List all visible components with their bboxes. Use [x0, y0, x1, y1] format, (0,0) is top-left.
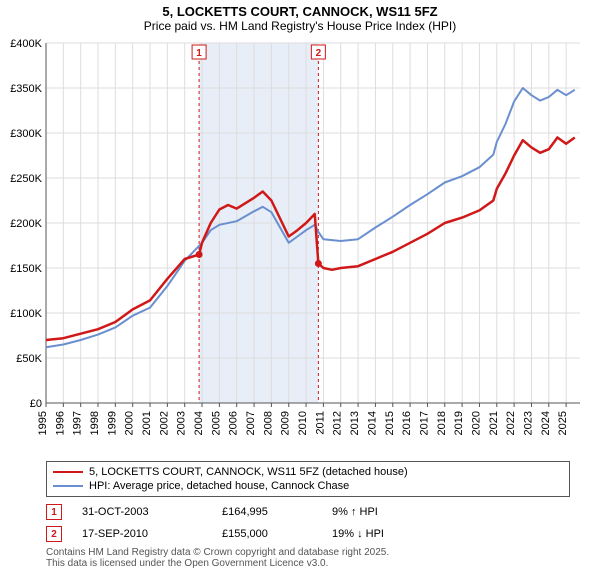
- svg-text:2022: 2022: [505, 411, 517, 435]
- svg-text:1: 1: [196, 48, 202, 59]
- legend-label: HPI: Average price, detached house, Cann…: [89, 480, 349, 492]
- svg-text:2004: 2004: [193, 411, 205, 435]
- sale-date: 17-SEP-2010: [82, 528, 202, 540]
- svg-text:2016: 2016: [401, 411, 413, 435]
- footer: Contains HM Land Registry data © Crown c…: [46, 547, 570, 569]
- footer-line-1: Contains HM Land Registry data © Crown c…: [46, 547, 570, 558]
- svg-text:2002: 2002: [158, 411, 170, 435]
- svg-text:2024: 2024: [540, 411, 552, 435]
- page-title: 5, LOCKETTS COURT, CANNOCK, WS11 5FZ: [0, 0, 600, 19]
- svg-text:2023: 2023: [522, 411, 534, 435]
- svg-text:2005: 2005: [210, 411, 222, 435]
- sale-marker: 2: [46, 526, 62, 542]
- chart-svg: £0 £50K £100K £150K £200K £250K £300K £350K £400…: [0, 37, 600, 457]
- svg-text:2011: 2011: [314, 411, 326, 435]
- legend-row: HPI: Average price, detached house, Cann…: [53, 479, 563, 493]
- svg-text:£400K: £400K: [10, 38, 42, 50]
- sale-date: 31-OCT-2003: [82, 506, 202, 518]
- svg-text:2020: 2020: [470, 411, 482, 435]
- svg-text:2001: 2001: [141, 411, 153, 435]
- svg-text:1999: 1999: [106, 411, 118, 435]
- sales-table: 1 31-OCT-2003 £164,995 9% ↑ HPI 2 17-SEP-2010…: [46, 501, 570, 545]
- sale-delta: 19% ↓ HPI: [332, 528, 422, 540]
- svg-text:2021: 2021: [488, 411, 500, 435]
- sale-price: £164,995: [222, 506, 312, 518]
- svg-text:1998: 1998: [89, 411, 101, 435]
- svg-text:2015: 2015: [384, 411, 396, 435]
- svg-text:2012: 2012: [332, 411, 344, 435]
- legend-label: 5, LOCKETTS COURT, CANNOCK, WS11 5FZ (de…: [89, 466, 408, 478]
- page-subtitle: Price paid vs. HM Land Registry's House …: [0, 19, 600, 37]
- svg-text:2: 2: [316, 48, 322, 59]
- svg-text:£300K: £300K: [10, 128, 42, 140]
- svg-text:2009: 2009: [280, 411, 292, 435]
- svg-text:£150K: £150K: [10, 263, 42, 275]
- svg-text:2018: 2018: [436, 411, 448, 435]
- svg-text:2019: 2019: [453, 411, 465, 435]
- svg-text:£200K: £200K: [10, 218, 42, 230]
- svg-text:1995: 1995: [37, 411, 49, 435]
- sale-row: 1 31-OCT-2003 £164,995 9% ↑ HPI: [46, 501, 570, 523]
- sale-row: 2 17-SEP-2010 £155,000 19% ↓ HPI: [46, 523, 570, 545]
- svg-text:2014: 2014: [366, 411, 378, 435]
- svg-text:£100K: £100K: [10, 308, 42, 320]
- sale-delta: 9% ↑ HPI: [332, 506, 422, 518]
- legend-swatch: [53, 471, 83, 473]
- svg-text:£50K: £50K: [16, 353, 42, 365]
- svg-text:2008: 2008: [262, 411, 274, 435]
- svg-text:£0: £0: [30, 398, 42, 410]
- legend-swatch: [53, 485, 83, 487]
- svg-text:£250K: £250K: [10, 173, 42, 185]
- svg-text:2000: 2000: [124, 411, 136, 435]
- sale-marker: 1: [46, 504, 62, 520]
- price-chart: £0 £50K £100K £150K £200K £250K £300K £350K £400…: [0, 37, 600, 457]
- svg-text:2003: 2003: [176, 411, 188, 435]
- svg-text:£350K: £350K: [10, 83, 42, 95]
- svg-text:2013: 2013: [349, 411, 361, 435]
- svg-text:2025: 2025: [557, 411, 569, 435]
- svg-text:2006: 2006: [228, 411, 240, 435]
- legend: 5, LOCKETTS COURT, CANNOCK, WS11 5FZ (de…: [46, 461, 570, 497]
- svg-text:2017: 2017: [418, 411, 430, 435]
- svg-text:1997: 1997: [72, 411, 84, 435]
- sale-price: £155,000: [222, 528, 312, 540]
- svg-text:2007: 2007: [245, 411, 257, 435]
- svg-text:1996: 1996: [54, 411, 66, 435]
- legend-row: 5, LOCKETTS COURT, CANNOCK, WS11 5FZ (de…: [53, 465, 563, 479]
- svg-text:2010: 2010: [297, 411, 309, 435]
